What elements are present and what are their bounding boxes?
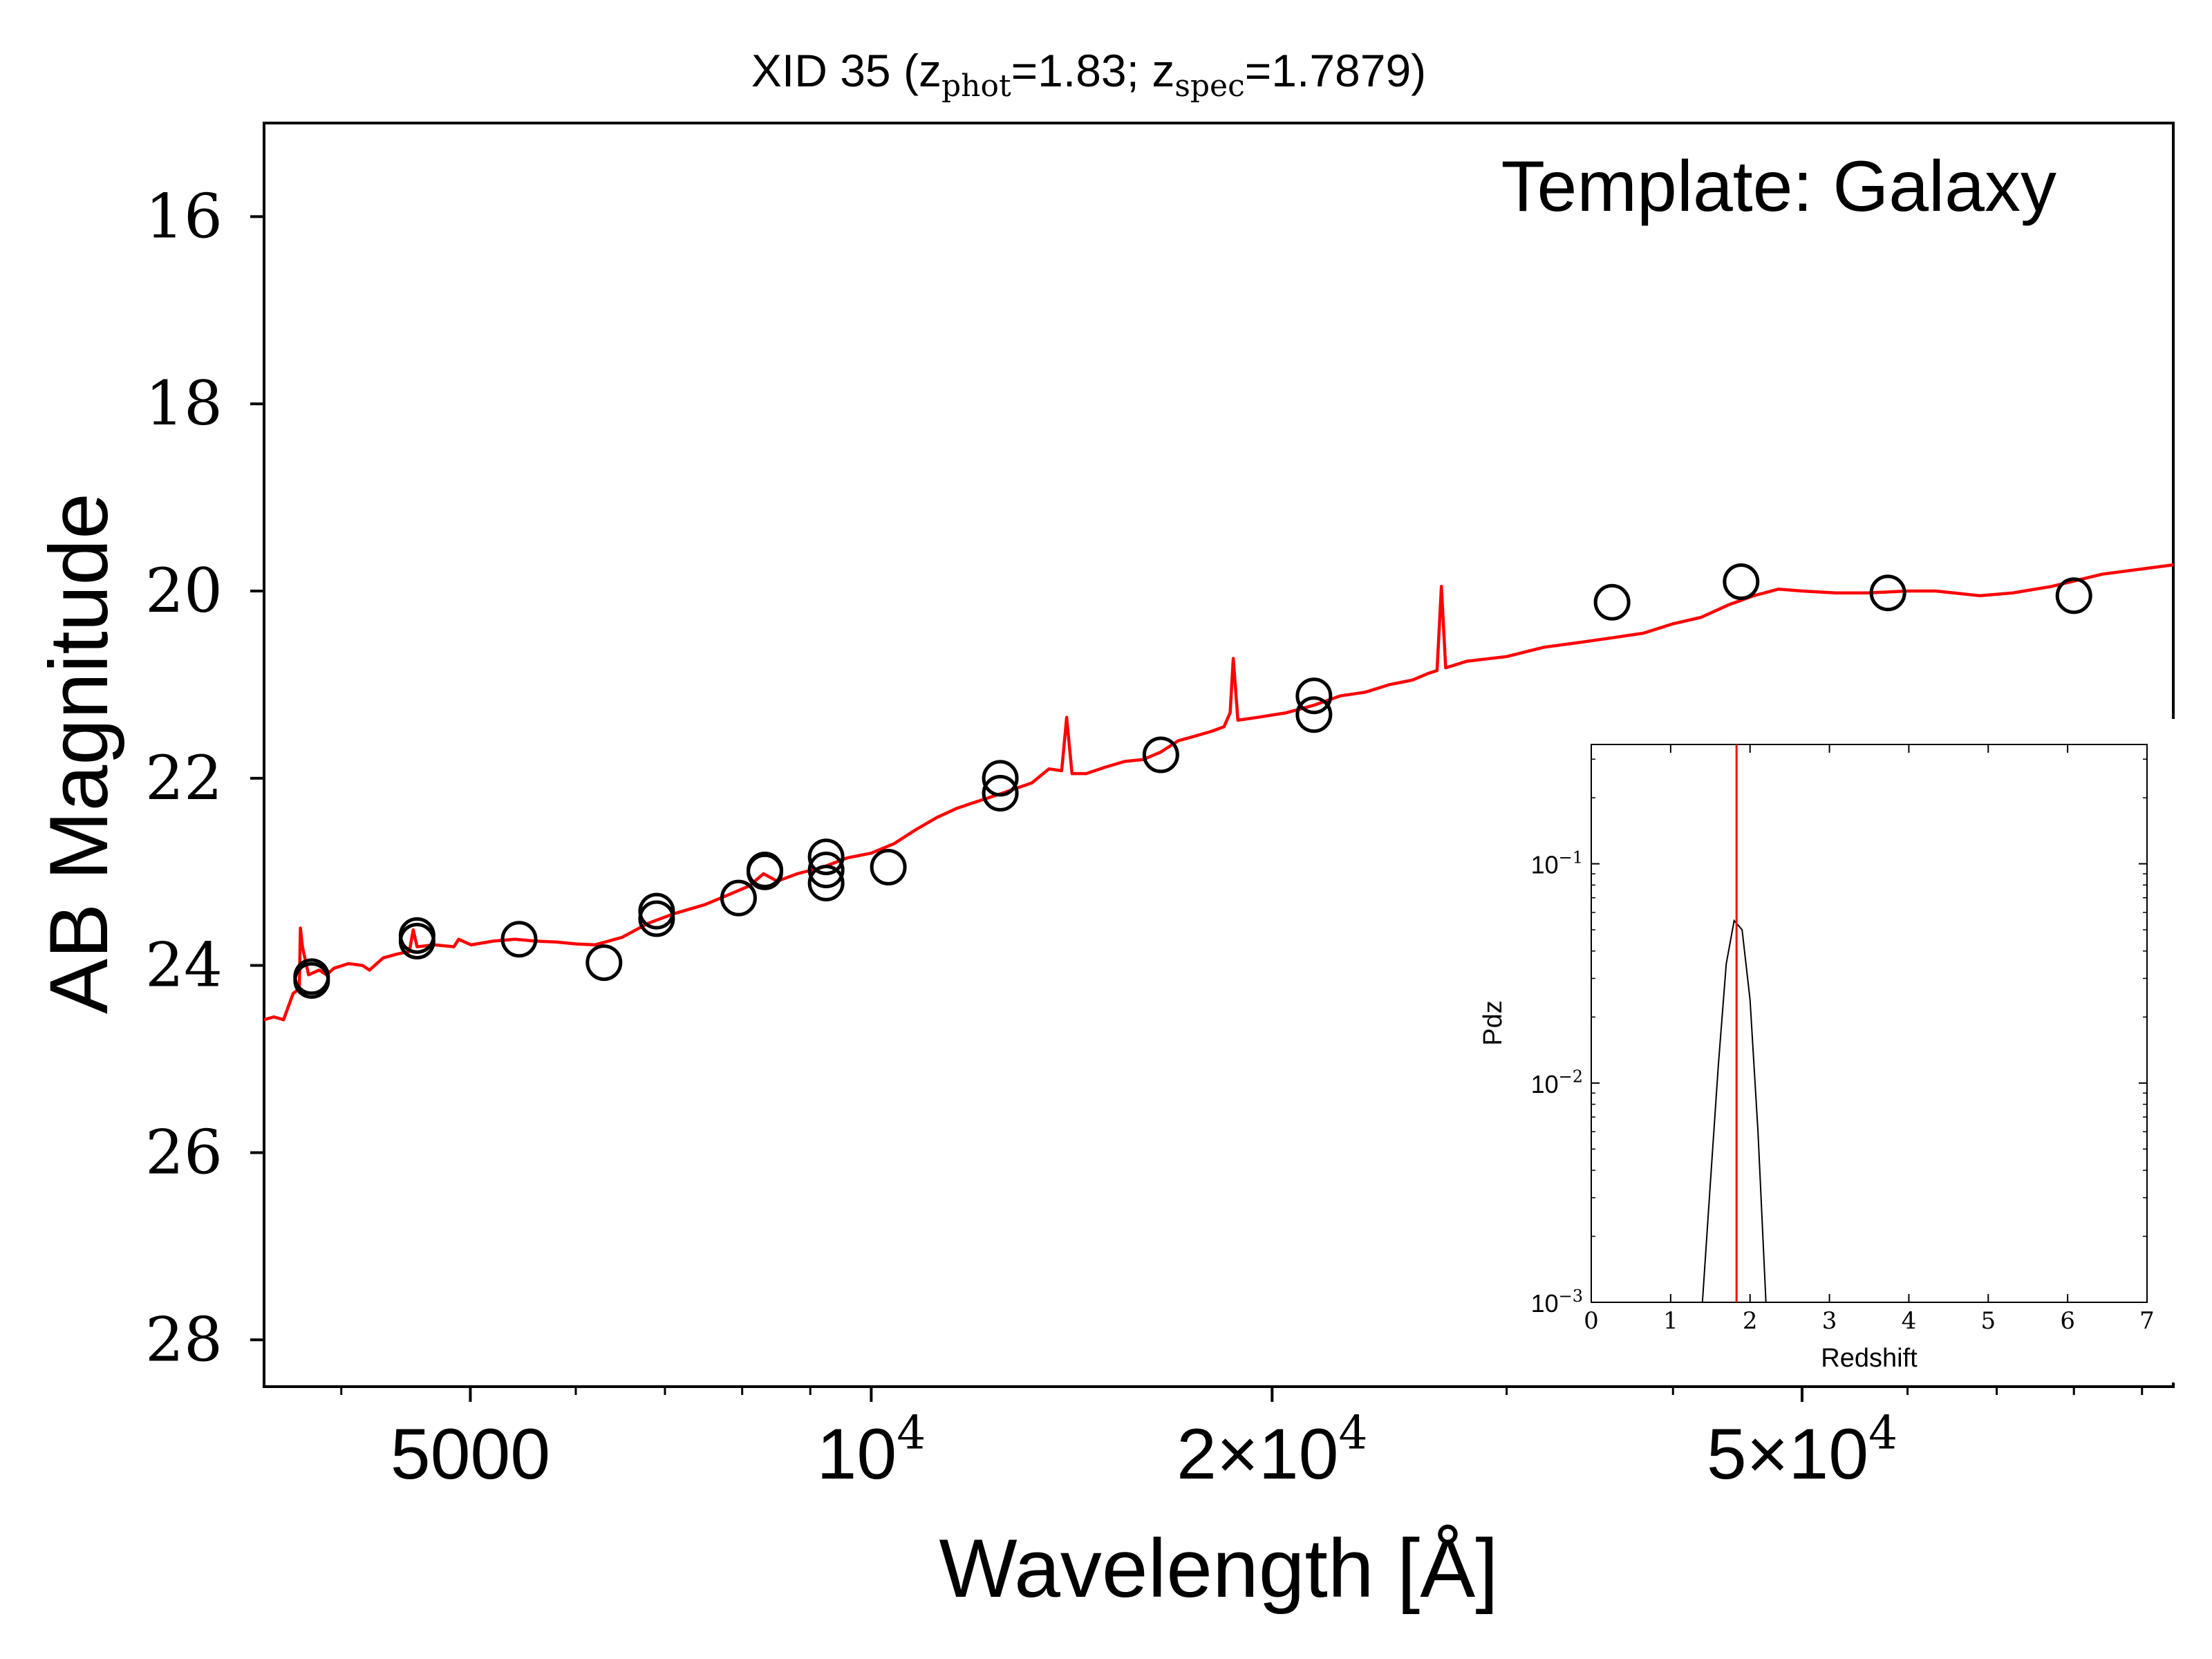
photometry-point — [2055, 577, 2092, 615]
inset-x-tick-label: 2 — [1743, 1307, 1758, 1335]
inset-x-tick-label: 5 — [1980, 1307, 1996, 1335]
x-tick-label: 104 — [817, 1406, 926, 1494]
inset-x-tick-label: 6 — [2060, 1307, 2075, 1335]
photometry-point — [807, 852, 845, 889]
photometry-point — [1869, 574, 1906, 612]
photometry-point — [720, 879, 757, 917]
photometry-point — [746, 852, 783, 889]
photometry-point — [807, 838, 845, 876]
photometry-point — [1295, 696, 1333, 733]
inset-x-tick-label: 0 — [1584, 1307, 1599, 1335]
photometry-point — [638, 900, 675, 937]
inset-y-tick-label: 10−3 — [1531, 1286, 1583, 1318]
photometry-point — [585, 944, 623, 982]
chart-title: XID 35 (zphot=1.83; zspec=1.7879) — [751, 45, 1426, 104]
x-axis-label: Wavelength [Å] — [939, 1522, 1498, 1615]
inset-background — [1465, 719, 2184, 1382]
y-tick-label: 24 — [145, 930, 223, 1001]
photometry-points — [293, 563, 2092, 999]
photometry-point — [500, 921, 538, 958]
x-axis-ticks: 5000 104 2×104 5×104 — [340, 1387, 2144, 1494]
pdz-curve — [1701, 919, 1767, 1303]
inset-y-axis-label: Pdz — [1479, 1000, 1508, 1045]
photometry-point — [982, 775, 1019, 812]
inset-x-tick-label: 3 — [1822, 1307, 1837, 1335]
inset-x-tick-label: 1 — [1663, 1307, 1678, 1335]
photometry-point — [1593, 583, 1631, 621]
y-tick-label: 22 — [145, 742, 223, 814]
inset-x-axis-label: Redshift — [1821, 1344, 1918, 1373]
photometry-point — [807, 865, 845, 902]
inset-y-tick-label: 10−2 — [1531, 1067, 1583, 1098]
inset-x-tick-label: 4 — [1902, 1307, 1917, 1335]
y-tick-label: 18 — [145, 368, 223, 439]
photometry-point — [1295, 677, 1333, 715]
x-tick-label: 5000 — [391, 1414, 550, 1494]
photometry-point — [398, 922, 435, 959]
y-tick-label: 28 — [145, 1304, 223, 1375]
photometry-point — [293, 962, 330, 999]
template-annotation: Template: Galaxy — [1501, 147, 2056, 227]
x-tick-label: 2×104 — [1177, 1406, 1367, 1494]
inset-y-axis-ticks: 10−1 10−2 10−3 — [1531, 758, 2147, 1318]
photometry-point — [1142, 736, 1179, 774]
inset-plot-frame — [1591, 744, 2148, 1303]
y-tick-label: 20 — [145, 555, 223, 626]
y-axis-ticks: 16 18 20 22 24 26 28 — [145, 180, 264, 1375]
y-tick-label: 26 — [145, 1116, 223, 1188]
photometry-point — [638, 892, 675, 930]
photometry-point — [870, 848, 907, 885]
y-axis-label: AB Magnitude — [32, 493, 125, 1014]
photometry-point — [982, 760, 1019, 797]
inset-x-tick-label: 7 — [2139, 1307, 2155, 1335]
inset-y-tick-label: 10−1 — [1531, 847, 1583, 879]
y-tick-label: 16 — [145, 180, 223, 252]
pdz-curve-group — [1701, 919, 1767, 1303]
x-tick-label: 5×104 — [1707, 1406, 1897, 1494]
inset-x-axis-ticks: 0 1 2 3 4 5 6 7 — [1584, 744, 2155, 1335]
photometry-point — [1723, 563, 1760, 600]
